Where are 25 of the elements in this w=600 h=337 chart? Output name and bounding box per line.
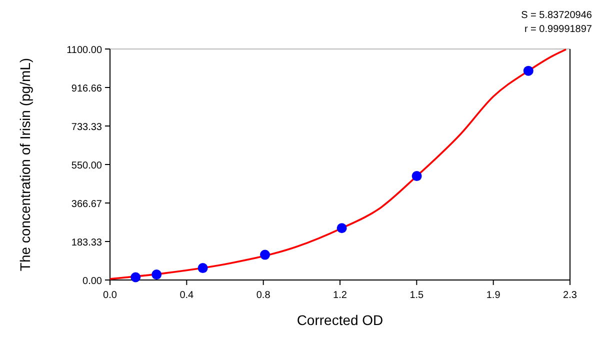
x-tick-label: 0.8 [256, 290, 271, 301]
y-tick-label: 0.00 [82, 276, 102, 287]
x-tick-label: 1.5 [410, 290, 424, 301]
y-tick-label: 550.00 [71, 160, 102, 172]
x-tick-label: 2.3 [563, 290, 578, 301]
y-axis-title: The concentration of Irisin (pg/mL) [17, 58, 33, 272]
y-tick-label: 916.66 [71, 84, 102, 94]
text: r = 0.99991897 [524, 24, 592, 35]
point [130, 272, 141, 282]
point [260, 250, 270, 260]
y-tick-label: 183.33 [71, 238, 102, 248]
y-tick-label: 733.33 [71, 122, 102, 133]
x-tick-label: 1.2 [333, 290, 348, 301]
x-tick-label: 1.9 [486, 290, 501, 301]
y-tick-label: 366.67 [71, 199, 102, 210]
text: S = 5.83720946 [521, 10, 592, 21]
x-tick-label: 0.4 [180, 290, 194, 301]
point [336, 223, 347, 234]
point [198, 263, 208, 274]
x-axis-title: Corrected OD [296, 312, 384, 328]
point [412, 171, 422, 182]
y-tick-label: 1100.00 [66, 45, 102, 56]
x-tick-label: 0.0 [103, 290, 118, 301]
point [152, 270, 162, 280]
point [523, 66, 534, 76]
